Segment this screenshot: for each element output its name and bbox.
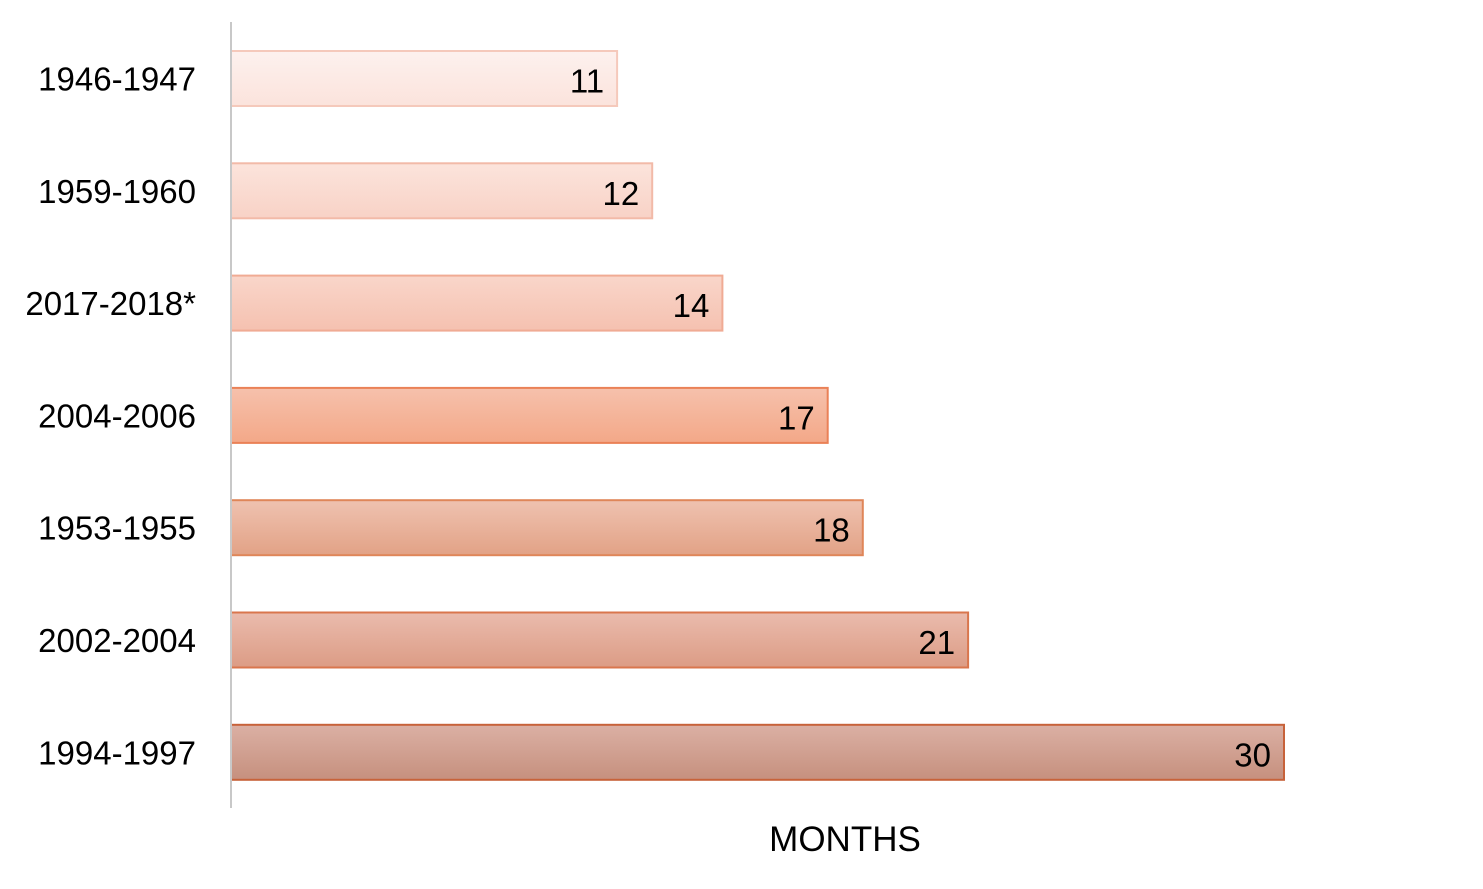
value-label: 11 bbox=[570, 63, 604, 100]
category-label: 1959-1960 bbox=[38, 173, 196, 210]
category-label: 2002-2004 bbox=[38, 622, 196, 659]
bar-1953-1955 bbox=[230, 499, 864, 557]
bar-2002-2004 bbox=[230, 611, 970, 669]
value-label: 18 bbox=[813, 512, 850, 549]
bar-1946-1947 bbox=[230, 50, 619, 107]
category-label: 2004-2006 bbox=[38, 397, 196, 434]
category-label: 1994-1997 bbox=[38, 734, 196, 771]
bars-layer bbox=[230, 50, 1285, 781]
bar-1994-1997 bbox=[230, 723, 1285, 781]
category-label: 1946-1947 bbox=[38, 61, 196, 98]
value-label: 14 bbox=[673, 287, 710, 324]
value-label: 21 bbox=[918, 624, 955, 661]
value-label: 30 bbox=[1234, 736, 1271, 773]
x-axis-title: MONTHS bbox=[769, 820, 921, 859]
bar-2004-2006 bbox=[230, 386, 829, 444]
value-labels: 11 12 14 17 18 21 30 bbox=[570, 63, 1271, 774]
category-label: 2017-2018* bbox=[25, 285, 196, 322]
category-labels: 1946-1947 1959-1960 2017-2018* 2004-2006 195… bbox=[25, 61, 196, 772]
value-label: 17 bbox=[778, 399, 815, 436]
bar-2017-2018* bbox=[230, 274, 724, 332]
value-label: 12 bbox=[602, 175, 639, 212]
bar-1959-1960 bbox=[230, 162, 654, 220]
category-label: 1953-1955 bbox=[38, 510, 196, 547]
